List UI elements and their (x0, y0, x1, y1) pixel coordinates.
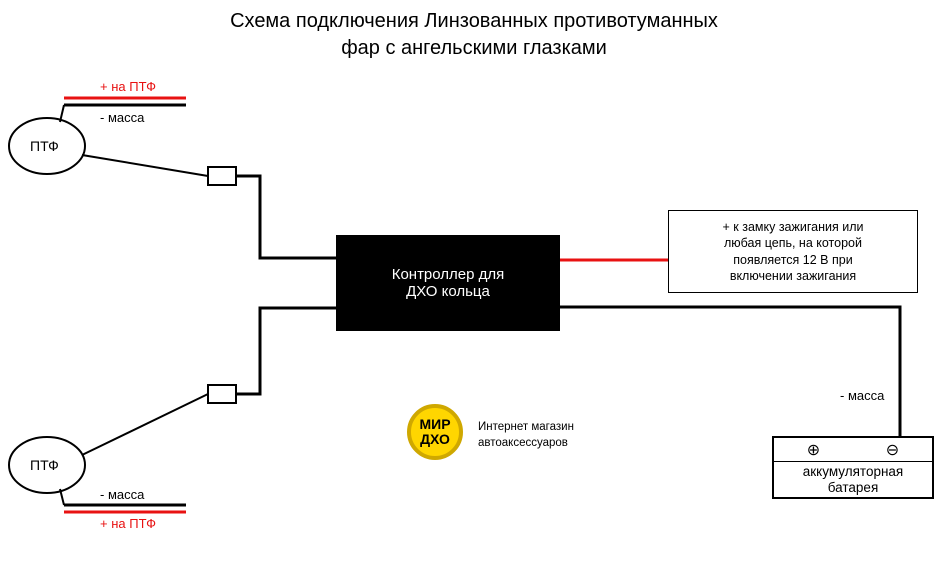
logo-circle: МИР ДХО (407, 404, 463, 460)
battery-terminals: ⊕ ⊖ (774, 438, 932, 462)
connector-bottom (208, 385, 236, 403)
ptf-top-plus-label: + на ПТФ (100, 79, 156, 94)
battery-line1: аккумуляторная (778, 464, 928, 480)
mass-label: - масса (840, 388, 884, 403)
controller-label: Контроллер дляДХО кольца (392, 266, 505, 300)
battery-minus-icon: ⊖ (886, 440, 899, 460)
ptf-bottom-label: ПТФ (30, 457, 59, 473)
ptf-bottom-plus-label: + на ПТФ (100, 516, 156, 531)
logo-line2: ДХО (420, 432, 450, 447)
logo-text-line2: автоаксессуаров (478, 436, 574, 452)
ptf-top-label: ПТФ (30, 138, 59, 154)
ptf-bottom-to-connector (82, 394, 208, 455)
logo-text-line1: Интернет магазин (478, 420, 574, 436)
battery-line2: батарея (778, 480, 928, 496)
ptf-top-ground-label: - масса (100, 110, 144, 125)
controller-to-battery-ground (560, 307, 900, 436)
controller-box: Контроллер дляДХО кольца (336, 235, 560, 331)
ptf-bottom-ground-label: - масса (100, 487, 144, 502)
battery-label: аккумуляторная батарея (774, 462, 932, 497)
battery-plus-icon: ⊕ (807, 440, 820, 460)
logo-line1: МИР (419, 417, 450, 432)
conn-top-to-controller (236, 176, 336, 258)
ignition-box: + к замку зажигания илилюбая цепь, на ко… (668, 210, 918, 293)
battery-box: ⊕ ⊖ аккумуляторная батарея (772, 436, 934, 499)
conn-bottom-to-controller (236, 308, 336, 394)
ptf-top-to-connector (82, 155, 208, 176)
ignition-text: + к замку зажигания илилюбая цепь, на ко… (723, 220, 864, 283)
connector-top (208, 167, 236, 185)
logo-text: Интернет магазин автоаксессуаров (478, 420, 574, 451)
